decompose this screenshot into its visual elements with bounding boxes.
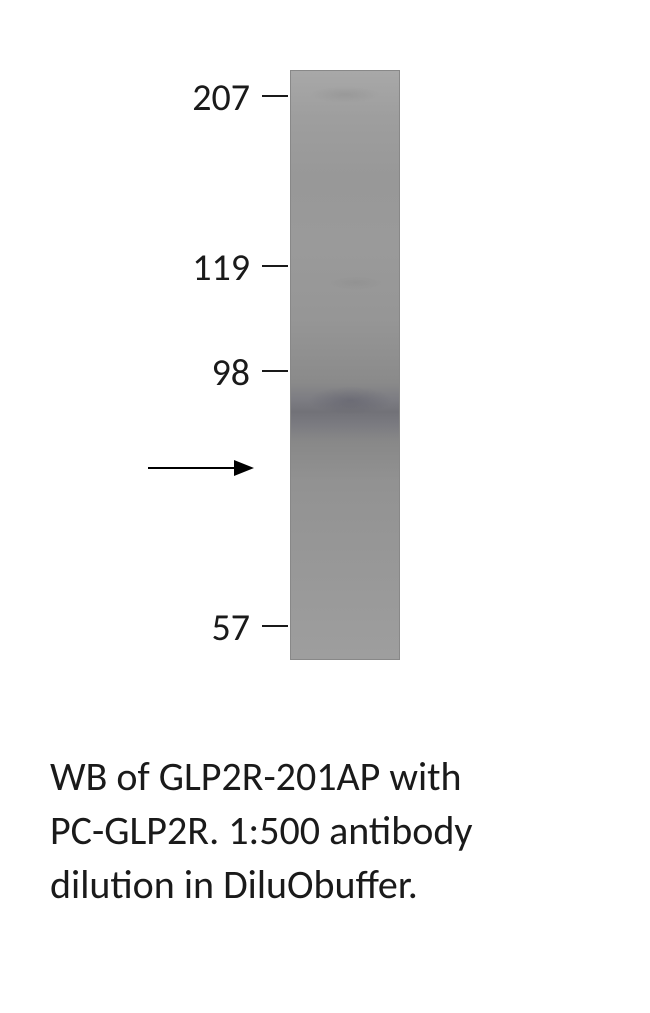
band-arrow-icon bbox=[148, 460, 258, 476]
marker-tick-57 bbox=[262, 625, 288, 627]
marker-tick-119 bbox=[262, 265, 288, 267]
caption-line-1: WB of GLP2R-201AP with bbox=[50, 752, 462, 801]
marker-tick-207 bbox=[262, 95, 288, 97]
marker-label-57: 57 bbox=[160, 605, 250, 651]
marker-label-207: 207 bbox=[160, 75, 250, 121]
figure-caption: WB of GLP2R-201AP with PC-GLP2R. 1:500 a… bbox=[50, 750, 610, 912]
caption-line-2: PC-GLP2R. 1:500 antibody bbox=[50, 806, 472, 855]
marker-label-119: 119 bbox=[160, 245, 250, 291]
blot-lane bbox=[290, 70, 400, 660]
western-blot-figure: 207 119 98 57 bbox=[0, 70, 650, 670]
marker-label-98: 98 bbox=[160, 350, 250, 396]
marker-tick-98 bbox=[262, 370, 288, 372]
caption-line-3: dilution in DiluObuffer. bbox=[50, 860, 418, 909]
